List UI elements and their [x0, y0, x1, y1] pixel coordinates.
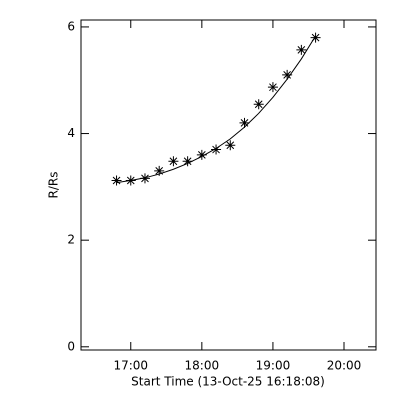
data-point	[267, 82, 278, 93]
data-point	[310, 32, 321, 43]
y-tick-label: 2	[67, 233, 75, 247]
data-point	[182, 156, 193, 167]
data-point	[111, 175, 122, 186]
x-tick-label: 19:00	[256, 359, 291, 373]
data-point	[282, 69, 293, 80]
y-axis-label: R/Rs	[47, 172, 61, 199]
x-tick-label: 17:00	[113, 359, 148, 373]
data-point	[125, 175, 136, 186]
data-point	[211, 144, 222, 155]
y-tick-label: 0	[67, 339, 75, 353]
plot-frame	[80, 19, 377, 351]
data-point	[296, 44, 307, 55]
data-point	[239, 117, 250, 128]
data-point	[253, 99, 264, 110]
fit-curve	[116, 35, 317, 184]
data-point	[225, 140, 236, 151]
x-axis-label: Start Time (13-Oct-25 16:18:08)	[131, 375, 325, 389]
data-point	[154, 165, 165, 176]
data-point	[196, 149, 207, 160]
x-tick-label: 18:00	[185, 359, 220, 373]
y-tick-label: 6	[67, 19, 75, 33]
x-tick-label: 20:00	[327, 359, 362, 373]
y-tick-label: 4	[67, 126, 75, 140]
data-point	[139, 173, 150, 184]
data-point	[168, 156, 179, 167]
